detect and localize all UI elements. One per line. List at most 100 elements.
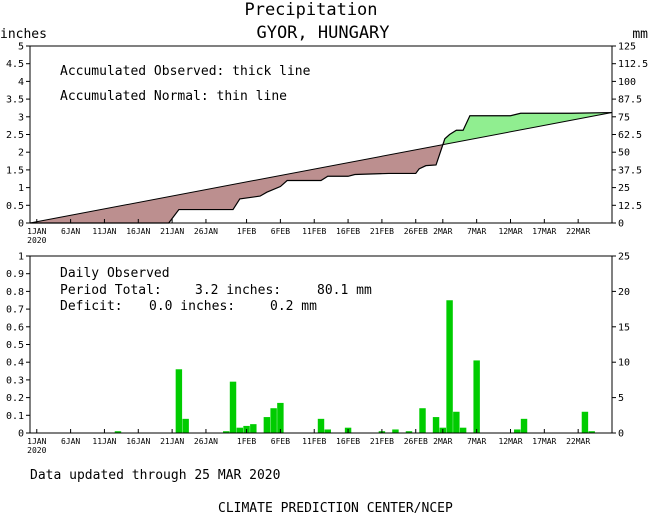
accumulated-left-tick-label: 0.5 xyxy=(6,201,24,212)
accumulated-left-tick-label: 3 xyxy=(18,112,24,123)
daily-bar xyxy=(229,381,237,433)
daily-x-tick-label: 11FEB xyxy=(302,437,326,446)
accumulated-x-tick-label: 22MAR xyxy=(566,227,590,236)
deficit-inches: 0.0 inches: xyxy=(149,299,235,314)
daily-bar xyxy=(277,402,284,433)
daily-x-tick-label: 22MAR xyxy=(566,437,590,446)
accumulated-x-tick-label: 11FEB xyxy=(302,227,326,236)
accumulated-x-tick-label: 21FEB xyxy=(370,227,394,236)
daily-x-tick-label: 1JAN xyxy=(27,437,46,446)
accumulated-left-tick-label: 5 xyxy=(18,42,24,53)
period-total-inches: 3.2 inches: xyxy=(195,283,281,298)
daily-bar xyxy=(588,431,595,433)
deficit-label: Deficit: xyxy=(60,299,123,314)
accumulated-right-tick-label: 62.5 xyxy=(618,130,642,141)
accumulated-x-tick-label: 2MAR xyxy=(433,227,452,236)
chart-location: GYOR, HUNGARY xyxy=(256,23,389,43)
accumulated-right-tick-label: 12.5 xyxy=(618,201,642,212)
daily-x-tick-label: 12MAR xyxy=(498,437,522,446)
accumulated-right-tick-label: 25 xyxy=(618,183,630,194)
deficit-mm: 0.2 mm xyxy=(270,299,317,314)
daily-bar xyxy=(223,431,230,433)
daily-bar xyxy=(114,431,122,433)
accumulated-x-tick-label: 16JAN xyxy=(126,227,150,236)
daily-bar xyxy=(182,418,189,433)
daily-x-tick-label: 17MAR xyxy=(532,437,556,446)
daily-bar xyxy=(175,369,183,433)
daily-right-tick-label: 25 xyxy=(618,252,630,263)
accumulated-x-tick-label: 26JAN xyxy=(194,227,218,236)
data-updated-note: Data updated through 25 MAR 2020 xyxy=(30,468,280,483)
daily-bar xyxy=(317,418,325,433)
daily-x-tick-label: 21JAN xyxy=(160,437,184,446)
daily-bar xyxy=(324,429,331,433)
daily-bar xyxy=(270,408,277,433)
accumulated-x-tick-label: 17MAR xyxy=(532,227,556,236)
accumulated-x-tick-label: 1JAN xyxy=(27,227,46,236)
right-unit-label: mm xyxy=(632,27,648,42)
daily-bar xyxy=(392,429,399,433)
daily-x-tick-label: 26FEB xyxy=(404,437,428,446)
daily-x-tick-label: 6JAN xyxy=(61,437,80,446)
daily-bar xyxy=(263,417,271,433)
daily-right-tick-label: 0 xyxy=(618,429,624,440)
daily-right-axis: 0 5 10 15 20 25 xyxy=(612,252,630,440)
accumulated-left-tick-label: 1.5 xyxy=(6,165,24,176)
daily-left-tick-label: 0.5 xyxy=(6,340,24,351)
daily-x-tick-label: 16FEB xyxy=(336,437,360,446)
accumulated-left-tick-label: 1 xyxy=(18,183,24,194)
accumulated-observed-line xyxy=(30,111,613,224)
daily-right-tick-label: 20 xyxy=(618,287,630,298)
accumulated-left-tick-label: 3.5 xyxy=(6,95,24,106)
accumulated-x-tick-label: 16FEB xyxy=(336,227,360,236)
accumulated-left-tick-label: 4.5 xyxy=(6,59,24,70)
daily-x-tick-label: 1FEB xyxy=(237,437,256,446)
accumulated-right-tick-label: 50 xyxy=(618,148,630,159)
accumulated-right-axis: 0 12.5 25 37.5 50 62.5 75 87.5 100 112.5 125 xyxy=(612,42,648,230)
accumulated-left-tick-label: 4 xyxy=(18,77,24,88)
accumulated-normal-line xyxy=(29,112,613,224)
accumulated-x-tick-label: 7MAR xyxy=(467,227,486,236)
period-total-label: Period Total: xyxy=(60,283,162,298)
daily-left-tick-label: 0.2 xyxy=(6,393,24,404)
accumulated-x-tick-label: 6FEB xyxy=(271,227,290,236)
daily-right-tick-label: 15 xyxy=(618,322,630,333)
accumulated-right-tick-label: 100 xyxy=(618,77,636,88)
daily-left-axis: 0 0.1 0.2 0.3 0.4 0.5 0.6 0.7 0.8 0.9 1 xyxy=(6,252,30,440)
daily-left-tick-label: 1 xyxy=(18,252,24,263)
accumulated-right-tick-label: 75 xyxy=(618,112,630,123)
daily-left-tick-label: 0.1 xyxy=(6,411,24,422)
accumulated-right-tick-label: 37.5 xyxy=(618,165,642,176)
daily-bar xyxy=(520,418,528,433)
accumulated-left-tick-label: 0 xyxy=(18,219,24,230)
daily-x-tick-label: 6FEB xyxy=(271,437,290,446)
daily-bar xyxy=(432,417,440,433)
daily-right-tick-label: 5 xyxy=(618,393,624,404)
daily-bars xyxy=(114,300,595,433)
accumulated-right-tick-label: 112.5 xyxy=(618,59,648,70)
accumulated-right-tick-label: 125 xyxy=(618,42,636,53)
accumulated-x-tick-sublabel: 2020 xyxy=(27,236,46,245)
credit-text: CLIMATE PREDICTION CENTER/NCEP xyxy=(218,501,453,516)
daily-x-tick-label: 21FEB xyxy=(370,437,394,446)
daily-bar xyxy=(250,424,257,433)
daily-left-tick-label: 0.9 xyxy=(6,269,24,280)
daily-bar xyxy=(473,360,480,433)
deficit-area xyxy=(30,139,445,223)
accumulated-right-tick-label: 0 xyxy=(618,219,624,230)
accumulated-x-tick-label: 26FEB xyxy=(404,227,428,236)
daily-bar xyxy=(236,427,244,433)
daily-bar xyxy=(405,431,413,433)
daily-x-tick-label: 11JAN xyxy=(92,437,116,446)
daily-left-tick-label: 0.4 xyxy=(6,358,24,369)
daily-bar xyxy=(446,300,453,433)
chart-title: Precipitation xyxy=(244,0,377,20)
accumulated-x-tick-label: 1FEB xyxy=(237,227,256,236)
annotation-normal: Accumulated Normal: thin line xyxy=(60,89,287,104)
accumulated-x-tick-label: 11JAN xyxy=(92,227,116,236)
daily-left-tick-label: 0.8 xyxy=(6,287,24,298)
daily-left-tick-label: 0.6 xyxy=(6,322,24,333)
